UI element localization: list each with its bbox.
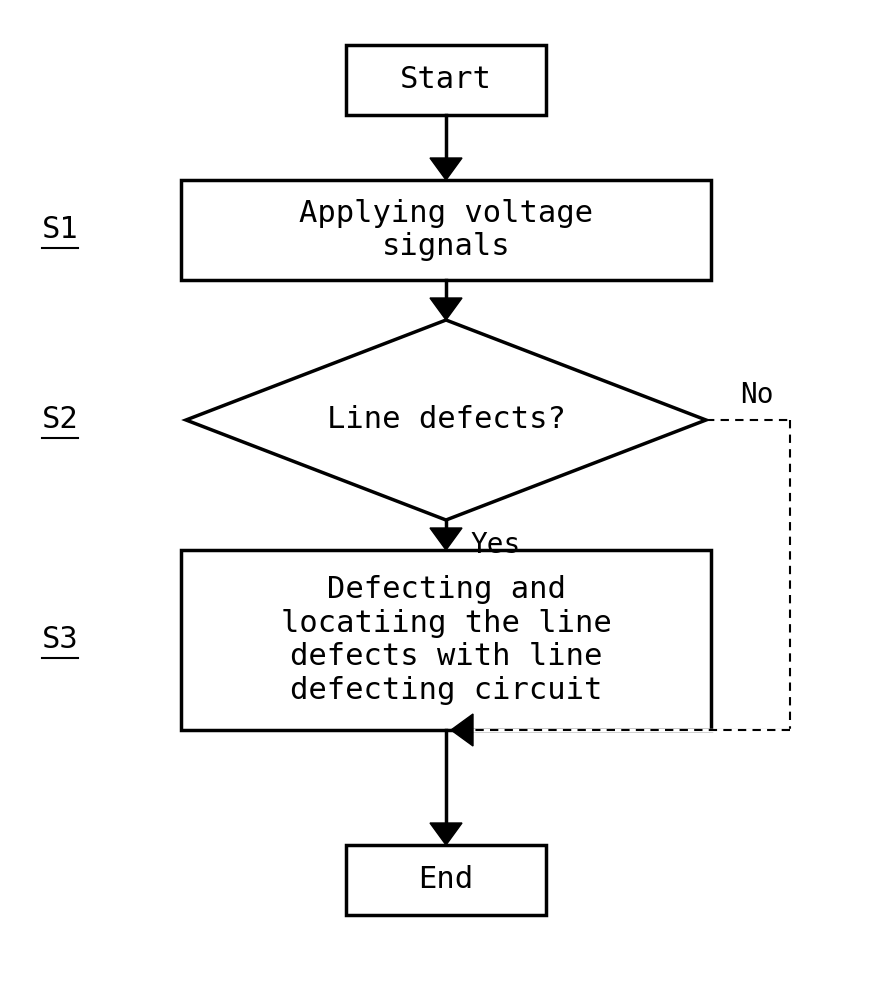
Bar <box>181 180 711 280</box>
Bar <box>346 45 546 115</box>
Polygon shape <box>430 298 462 320</box>
Text: No: No <box>740 381 773 409</box>
Text: Defecting and
locatiing the line
defects with line
defecting circuit: Defecting and locatiing the line defects… <box>281 575 611 705</box>
Text: Yes: Yes <box>470 531 520 559</box>
Bar <box>346 845 546 915</box>
Text: Line defects?: Line defects? <box>326 405 566 435</box>
Polygon shape <box>186 320 706 520</box>
Bar <box>181 550 711 730</box>
Text: S3: S3 <box>42 626 78 654</box>
Polygon shape <box>430 823 462 845</box>
Text: Applying voltage
signals: Applying voltage signals <box>299 199 593 262</box>
Polygon shape <box>430 158 462 180</box>
Text: S2: S2 <box>42 405 78 435</box>
Text: End: End <box>418 866 474 894</box>
Text: Start: Start <box>401 66 491 94</box>
Polygon shape <box>430 528 462 550</box>
Text: S1: S1 <box>42 215 78 244</box>
Polygon shape <box>451 714 473 746</box>
